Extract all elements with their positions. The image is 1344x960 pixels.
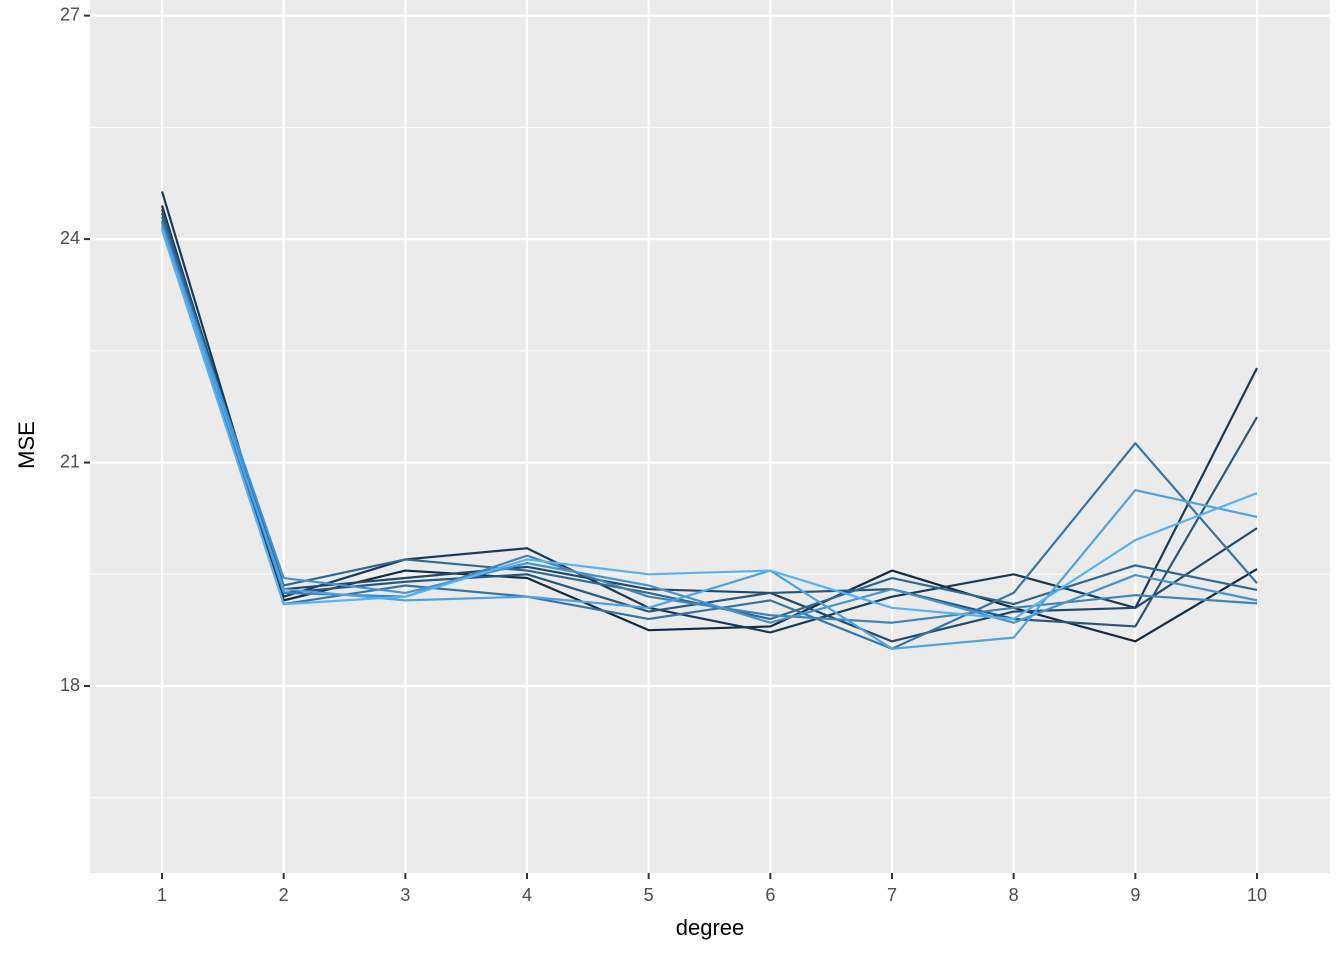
y-tick-label: 21 — [60, 451, 80, 471]
x-axis-title: degree — [676, 915, 745, 940]
x-tick-label: 3 — [400, 885, 410, 905]
series-line — [160, 229, 1258, 621]
series-line — [160, 191, 1258, 634]
y-tick-label: 24 — [60, 228, 80, 248]
lines — [160, 191, 1258, 650]
x-tick-label: 1 — [157, 885, 167, 905]
x-tick-label: 8 — [1009, 885, 1019, 905]
panel — [90, 0, 1330, 873]
series-line — [160, 208, 1258, 643]
x-tick-label: 10 — [1247, 885, 1267, 905]
y-tick-label: 18 — [60, 675, 80, 695]
x-tick-label: 4 — [522, 885, 532, 905]
y-axis-title: MSE — [14, 421, 39, 469]
y-tick-label: 27 — [60, 4, 80, 24]
x-tick-label: 9 — [1130, 885, 1140, 905]
x-tick-label: 7 — [887, 885, 897, 905]
series-line — [160, 227, 1258, 650]
x-tick-label: 2 — [279, 885, 289, 905]
x-tick-label: 5 — [644, 885, 654, 905]
x-tick-label: 6 — [765, 885, 775, 905]
axes: 18 21 24 27 1 2 3 4 5 6 7 8 9 10 — [60, 4, 1267, 904]
series-line — [160, 212, 1258, 628]
series-line — [160, 225, 1258, 624]
grid — [90, 0, 1330, 873]
